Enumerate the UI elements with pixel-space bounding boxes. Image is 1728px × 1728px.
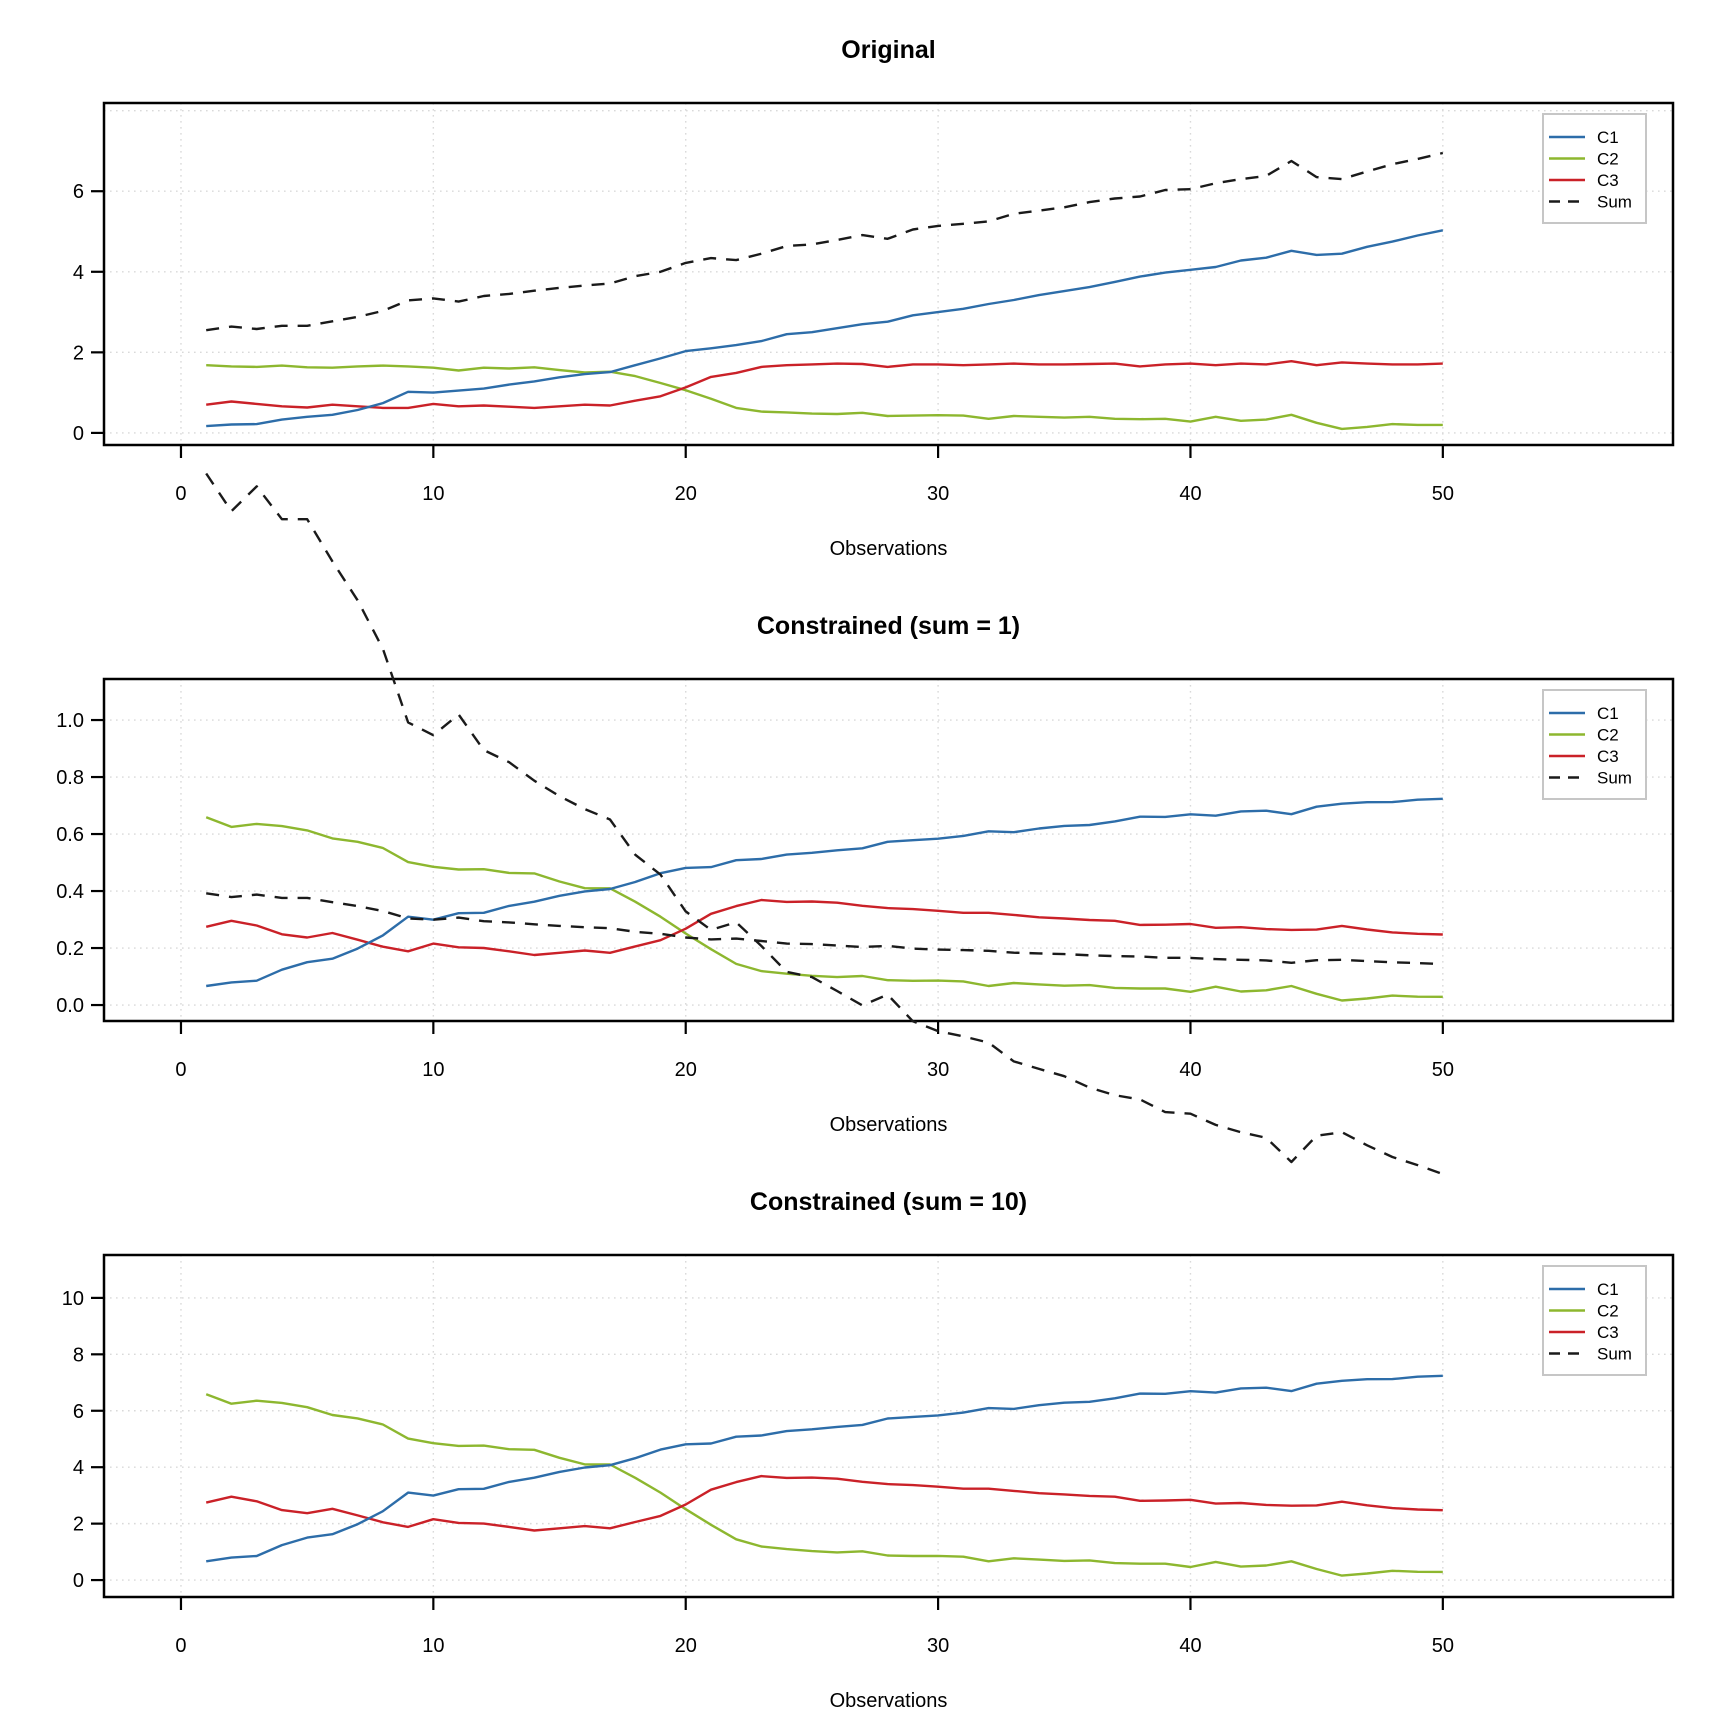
panel3-x-tick-label: 0 bbox=[175, 1635, 186, 1657]
panel3-title: Constrained (sum = 10) bbox=[749, 1188, 1028, 1216]
panel2-legend-label-C1: C1 bbox=[1597, 704, 1619, 723]
panel2-y-tick-label: 0.8 bbox=[56, 767, 84, 789]
panel1-x-tick-label: 40 bbox=[1179, 483, 1201, 505]
panel1-series-Sum bbox=[206, 151, 1444, 332]
panel3-y-tick-label: 6 bbox=[73, 1401, 84, 1423]
panel1-x-tick-label: 20 bbox=[675, 483, 697, 505]
panel1-legend-label-C2: C2 bbox=[1597, 150, 1619, 169]
panel2-y-tick-label: 0.0 bbox=[56, 995, 84, 1017]
panel2-series-C2 bbox=[205, 816, 1443, 1002]
panel1-legend-label-C3: C3 bbox=[1597, 171, 1619, 190]
panel3-x-tick-label: 20 bbox=[675, 1635, 697, 1657]
panel2-x-tick-label: 50 bbox=[1432, 1059, 1454, 1081]
panel1-series-C1 bbox=[206, 229, 1444, 428]
panel1-x-axis-label: Observations bbox=[829, 538, 948, 560]
panel3-series-C2 bbox=[205, 1393, 1443, 1577]
panel2-x-tick-label: 20 bbox=[675, 1059, 697, 1081]
panel2-x-tick-label: 0 bbox=[175, 1059, 186, 1081]
panel3-x-tick-label: 50 bbox=[1432, 1635, 1454, 1657]
panel1-x-tick-label: 30 bbox=[927, 483, 949, 505]
panel2-series-C1 bbox=[206, 797, 1443, 988]
panel3-x-tick-label: 30 bbox=[927, 1635, 949, 1657]
panel3-legend-label-C2: C2 bbox=[1597, 1302, 1619, 1321]
panel2-y-tick-label: 0.2 bbox=[56, 938, 84, 960]
panel3-series-Sum bbox=[205, 472, 1444, 1176]
panel3-y-tick-label: 10 bbox=[62, 1288, 84, 1310]
panel1-y-tick-label: 6 bbox=[73, 181, 84, 203]
panel1-series-C3 bbox=[206, 360, 1443, 410]
panel1-legend-label-Sum: Sum bbox=[1597, 193, 1632, 212]
panel2-legend-box bbox=[1542, 689, 1647, 800]
panel3-legend-box bbox=[1542, 1265, 1647, 1376]
panel2-plot-box bbox=[102, 677, 1675, 1023]
panel1-title: Original bbox=[841, 36, 936, 64]
panel1-y-tick-label: 2 bbox=[73, 342, 84, 364]
panel1-x-tick-label: 50 bbox=[1432, 483, 1454, 505]
panel2-legend-label-C3: C3 bbox=[1597, 747, 1619, 766]
panel3-x-tick-label: 40 bbox=[1179, 1635, 1201, 1657]
panel2-x-axis-label: Observations bbox=[829, 1114, 948, 1136]
panel2-x-tick-label: 10 bbox=[422, 1059, 444, 1081]
panel3-y-tick-label: 0 bbox=[73, 1570, 84, 1592]
panel1-x-tick-label: 0 bbox=[175, 483, 186, 505]
panel1-y-tick-label: 0 bbox=[73, 423, 84, 445]
panel1-series-C2 bbox=[206, 364, 1443, 431]
panel2-y-tick-label: 1.0 bbox=[56, 710, 84, 732]
panel3-plot-box bbox=[102, 1253, 1675, 1599]
panel2-x-tick-label: 40 bbox=[1179, 1059, 1201, 1081]
panel2-title: Constrained (sum = 1) bbox=[756, 612, 1021, 640]
panel3-x-tick-label: 10 bbox=[422, 1635, 444, 1657]
panel3-y-tick-label: 2 bbox=[73, 1514, 84, 1536]
panel2-series-C3 bbox=[205, 898, 1443, 957]
panel3-y-tick-label: 4 bbox=[73, 1457, 84, 1479]
panel2-legend-label-Sum: Sum bbox=[1597, 769, 1632, 788]
panel1-x-tick-label: 10 bbox=[422, 483, 444, 505]
panel3-series-C1 bbox=[206, 1374, 1443, 1563]
panel2-x-tick-label: 30 bbox=[927, 1059, 949, 1081]
panel3-legend-label-C3: C3 bbox=[1597, 1323, 1619, 1342]
panel1-legend-label-C1: C1 bbox=[1597, 128, 1619, 147]
panel1-plot-box bbox=[102, 101, 1675, 447]
panel3-legend-label-C1: C1 bbox=[1597, 1280, 1619, 1299]
panel3-y-tick-label: 8 bbox=[73, 1344, 84, 1366]
panel3-series-C3 bbox=[205, 1474, 1443, 1532]
panel1-y-tick-label: 4 bbox=[73, 262, 84, 284]
panel2-legend-label-C2: C2 bbox=[1597, 726, 1619, 745]
panel3-x-axis-label: Observations bbox=[829, 1690, 948, 1712]
panel2-series-Sum bbox=[206, 892, 1443, 966]
panel1-legend-box bbox=[1542, 113, 1647, 224]
panel3-legend-label-Sum: Sum bbox=[1597, 1345, 1632, 1364]
panel2-y-tick-label: 0.4 bbox=[56, 881, 84, 903]
panel2-y-tick-label: 0.6 bbox=[56, 824, 84, 846]
